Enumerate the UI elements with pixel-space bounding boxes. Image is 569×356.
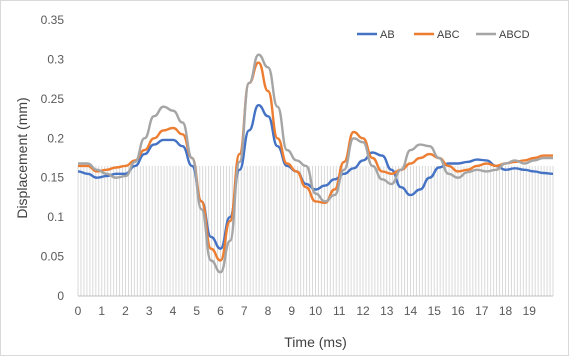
x-tick-label: 10 xyxy=(309,304,323,318)
x-tick-label: 0 xyxy=(75,304,82,318)
y-axis-title: Displacement (mm) xyxy=(14,97,30,218)
x-tick-label: 12 xyxy=(356,304,370,318)
x-tick-label: 13 xyxy=(380,304,394,318)
series-line-abc xyxy=(77,61,553,262)
x-tick-label: 5 xyxy=(193,304,200,318)
x-tick-label: 8 xyxy=(265,304,272,318)
y-tick-label: 0.15 xyxy=(41,171,65,185)
y-tick-label: 0.25 xyxy=(41,92,65,106)
y-tick-label: 0 xyxy=(57,289,64,303)
y-tick-label: 0.3 xyxy=(47,52,64,66)
legend-label: ABCD xyxy=(499,29,530,41)
x-axis-title: Time (ms) xyxy=(284,334,346,350)
series-line-abcd xyxy=(77,53,553,274)
x-tick-label: 17 xyxy=(475,304,489,318)
x-tick-label: 19 xyxy=(523,304,537,318)
x-tick-label: 18 xyxy=(499,304,513,318)
axes: 00.050.10.150.20.250.30.350 1 2 3 4 5 6 7 8 9 10 11… xyxy=(41,13,553,318)
x-tick-label: 14 xyxy=(404,304,418,318)
x-tick-label: 7 xyxy=(241,304,248,318)
x-tick-label: 16 xyxy=(451,304,465,318)
x-tick-label: 1 xyxy=(98,304,105,318)
x-tick-label: 4 xyxy=(170,304,177,318)
legend-label: AB xyxy=(380,29,395,41)
series-line-ab xyxy=(77,104,554,250)
x-tick-label: 6 xyxy=(217,304,224,318)
series-lines xyxy=(77,53,554,274)
y-tick-label: 0.05 xyxy=(41,250,65,264)
y-tick-label: 0.35 xyxy=(41,13,65,27)
y-tick-label: 0.2 xyxy=(47,131,64,145)
legend-label: ABC xyxy=(437,29,460,41)
x-tick-label: 15 xyxy=(428,304,442,318)
x-tick-label: 9 xyxy=(288,304,295,318)
x-tick-label: 11 xyxy=(333,304,346,318)
y-tick-label: 0.1 xyxy=(47,210,64,224)
legend: AB ABC ABCD xyxy=(357,29,530,41)
x-tick-label: 3 xyxy=(146,304,153,318)
x-tick-label: 2 xyxy=(122,304,129,318)
background-bars xyxy=(77,165,554,296)
